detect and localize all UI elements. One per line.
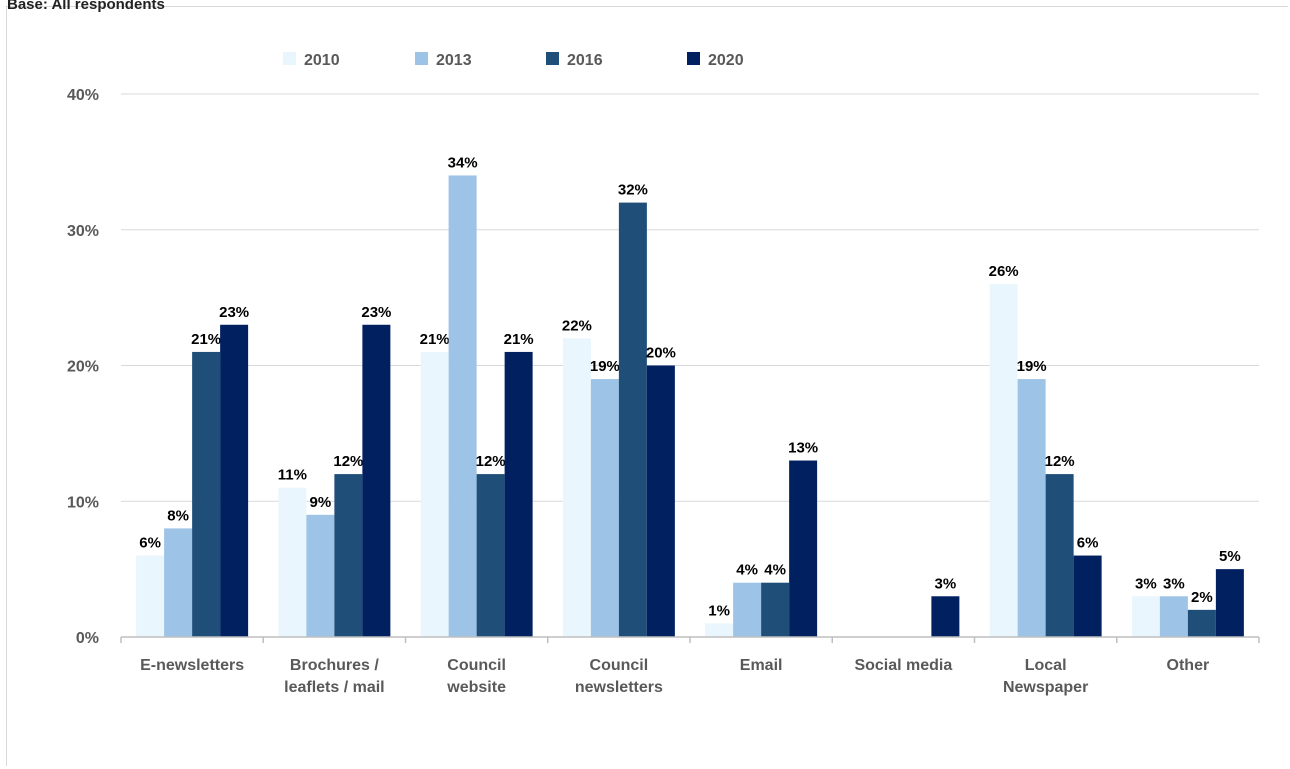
bar-2016 [618,202,647,637]
data-label: 8% [167,507,189,524]
x-category-label: Social media [854,657,952,674]
data-label: 3% [935,575,957,592]
data-label: 21% [504,331,534,348]
x-category-label: Brochures / [290,657,379,674]
bar-2016 [1187,609,1216,637]
legend-label: 2016 [567,52,603,69]
x-category-label: Newspaper [1003,679,1088,696]
x-category-label: Council [590,657,649,674]
bar-2010 [136,555,165,637]
data-label: 20% [646,345,676,362]
bar-2013 [1017,379,1046,637]
data-label: 9% [310,494,332,511]
bar-2013 [448,175,477,637]
data-label: 21% [191,331,221,348]
bar-2010 [420,351,449,637]
bar-2016 [334,474,363,637]
x-category-label: Other [1167,657,1210,674]
x-category-label: E-newsletters [140,657,244,674]
data-label: 22% [562,317,592,334]
bar-2016 [1045,474,1074,637]
bar-2020 [220,324,249,637]
data-label: 12% [333,453,363,470]
bar-2010 [1131,596,1160,637]
data-label: 32% [618,182,648,199]
data-label: 19% [590,358,620,375]
data-label: 6% [139,535,161,552]
x-category-label: leaflets / mail [284,679,385,696]
data-label: 3% [1135,575,1157,592]
data-label: 4% [764,562,786,579]
data-label: 5% [1219,548,1241,565]
bar-2010 [562,338,591,637]
data-label: 26% [989,263,1019,280]
data-label: 4% [736,562,758,579]
chart-frame: Base: All respondents [6,0,1288,766]
bar-2010 [278,487,307,637]
data-label: 1% [708,602,730,619]
data-label: 12% [476,453,506,470]
base-note: Base: All respondents [7,0,165,13]
bar-2020 [504,351,533,637]
x-category-label: Local [1025,657,1067,674]
bar-2013 [733,582,762,637]
data-label: 12% [1045,453,1075,470]
legend-swatch-2013 [415,52,428,65]
legend-label: 2010 [304,52,340,69]
legend-swatch-2020 [687,52,700,65]
y-tick-label: 20% [67,359,99,376]
bar-2020 [362,324,391,637]
legend-swatch-2016 [546,52,559,65]
x-category-label: Email [740,657,783,674]
bar-2013 [1159,596,1188,637]
bar-2010 [989,284,1018,637]
bar-2020 [1073,555,1102,637]
x-category-label: Council [447,657,506,674]
bar-2013 [306,514,335,637]
bar-2020 [1215,569,1244,637]
data-label: 13% [788,440,818,457]
data-label: 2% [1191,589,1213,606]
bar-2020 [646,365,675,637]
data-label: 6% [1077,535,1099,552]
data-label: 3% [1163,575,1185,592]
bar-2016 [476,474,505,637]
bar-2020 [931,596,960,637]
data-label: 19% [1017,358,1047,375]
bar-2016 [761,582,790,637]
x-category-label: website [446,679,506,696]
bar-2013 [590,379,619,637]
bar-2010 [705,623,734,637]
y-tick-label: 30% [67,223,99,240]
legend-label: 2013 [436,52,472,69]
data-label: 23% [219,304,249,321]
data-label: 23% [361,304,391,321]
y-tick-label: 40% [67,87,99,104]
bar-2016 [192,351,221,637]
bar-2013 [164,528,193,637]
legend-swatch-2010 [283,52,296,65]
data-label: 11% [278,467,307,484]
data-label: 21% [420,331,450,348]
data-label: 34% [448,154,478,171]
bar-2020 [789,460,818,637]
y-tick-label: 10% [67,494,99,511]
x-category-label: newsletters [575,679,663,696]
legend-label: 2020 [708,52,744,69]
y-tick-label: 0% [76,630,99,647]
